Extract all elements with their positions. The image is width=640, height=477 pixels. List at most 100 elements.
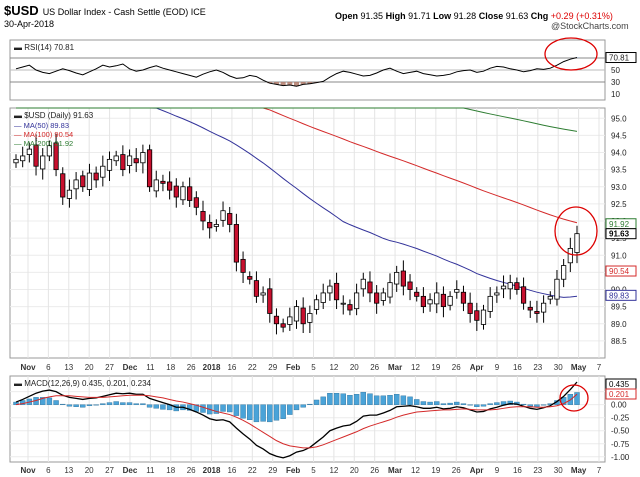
candle-body [467,302,473,314]
macd-panel: -1.00-0.75-0.50-0.250.000.25▬ MACD(12,26… [9,375,637,475]
candle-body [80,175,86,188]
price-tick-label: 13 [64,363,73,372]
price-tick-label: 22 [248,363,257,372]
macd-histogram-bar [153,404,159,409]
price-tick-label: 12 [411,363,420,372]
price-axis-label: 91.0 [611,251,627,260]
candle-body [434,292,440,305]
candle-body [374,292,380,304]
price-badge-label: 91.92 [609,220,630,229]
macd-tick-label: 26 [452,466,461,475]
macd-histogram-bar [540,404,547,406]
price-badge-label: 90.54 [609,267,630,276]
macd-histogram-bar [60,403,66,405]
rsi-oversold-fill [267,82,273,84]
macd-histogram-bar [73,404,79,407]
macd-histogram-bar [360,391,366,405]
price-tick-label: 16 [513,363,522,372]
price-badge [605,228,637,240]
macd-badge-label: 0.435 [609,380,630,389]
rsi-oversold-fill [273,82,279,85]
candle-body [267,288,273,314]
macd-tick-label: 30 [554,466,563,475]
macd-histogram-bar [66,404,73,407]
macd-tick-label: 7 [597,466,602,475]
macd-axis-label: -0.75 [611,440,630,449]
macd-histogram-bar [494,402,500,405]
candle-body [233,224,239,263]
candle-body [253,280,260,297]
candle-body [480,309,487,325]
macd-histogram-bar [420,401,427,405]
rsi-oversold-fill [307,82,313,84]
macd-histogram-bar [507,400,513,405]
candle-body [327,285,333,294]
macd-histogram-bar [427,401,433,405]
rsi-last-label: 70.81 [609,54,630,63]
macd-histogram-bar [560,397,567,405]
macd-tick-label: Dec [123,466,138,475]
macd-tick-label: Feb [286,466,300,475]
macd-circle-annotation [559,384,589,412]
candle-body [160,180,166,184]
candle-body [574,233,580,253]
candle-body [360,278,366,290]
price-tick-label: 27 [105,363,114,372]
high-value: 91.71 [408,11,431,21]
macd-histogram-bar [387,395,393,405]
candle-body [273,315,280,325]
price-tick-label: Apr [470,363,484,372]
candle-body [460,291,467,304]
candle-body [307,313,313,323]
macd-histogram-bar [227,404,233,413]
candle-body [40,155,46,170]
macd-histogram-bar [460,403,467,405]
macd-histogram-bar [467,404,473,406]
candle-body [73,179,79,190]
change-value: +0.29 (+0.31%) [550,11,613,21]
macd-tick-label: 29 [268,466,277,475]
candle-body [494,292,500,296]
candle-body [427,299,433,305]
macd-histogram-bar [247,404,253,420]
price-panel: 88.589.089.590.090.591.091.592.092.593.0… [9,107,637,372]
open-value: 91.35 [360,11,384,21]
macd-histogram-bar [213,404,220,414]
macd-histogram-bar [267,404,273,423]
macd-histogram-bar [340,393,346,405]
macd-tick-label: 18 [166,466,175,475]
candle-body [387,282,393,298]
candle-body [340,302,346,305]
price-badge [605,265,637,277]
rsi-last-badge [605,52,637,64]
price-tick-label: 6 [46,363,51,372]
rsi-line [15,57,578,87]
candle-body [86,172,93,190]
candle-body [507,282,513,290]
macd-histogram-bar [133,403,139,405]
macd-histogram-bar [40,397,46,405]
candle-body [26,148,32,155]
price-badge-label: 91.63 [609,230,630,239]
candle-body [46,145,52,157]
macd-histogram-bar [320,396,326,405]
rsi-oversold-fill [294,82,299,87]
candle-body [500,285,507,290]
candle-body [514,282,520,290]
candle-body [247,276,253,280]
candle-body [93,172,99,181]
candle-body [173,185,179,198]
chart-date: 30-Apr-2018 [4,19,55,29]
macd-tick-label: 16 [513,466,522,475]
macd-tick-label: 5 [311,466,316,475]
candle-body [207,221,213,229]
candle-body [320,292,326,303]
macd-histogram-bar [414,399,420,405]
candle-body [20,155,26,162]
candle-body [414,291,420,297]
macd-histogram-bar [46,397,53,405]
candle-body [561,265,567,280]
candle-body [380,292,386,301]
rsi-axis-label: 30 [611,78,620,87]
macd-histogram-bar [300,404,306,408]
